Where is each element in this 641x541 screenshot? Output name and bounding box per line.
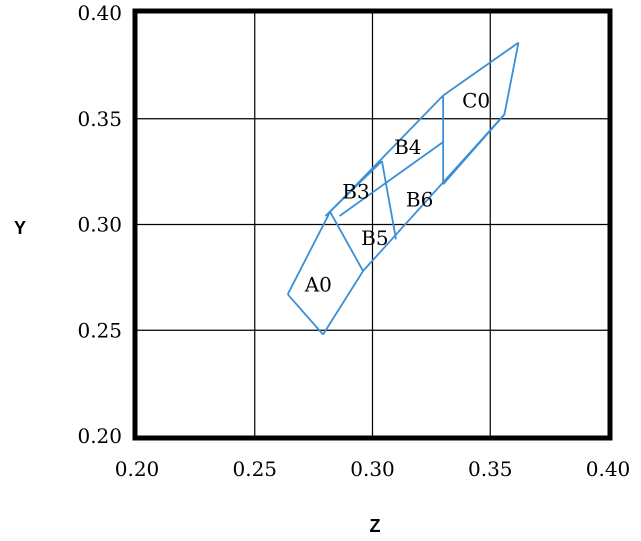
region-boundary-5 [322, 270, 364, 335]
region-boundary-9 [381, 160, 397, 240]
region-boundary-3 [503, 42, 520, 115]
region-label-a0: A0 [304, 272, 332, 296]
region-boundary-7 [329, 211, 364, 272]
y-tick-label-3: 0.35 [77, 107, 122, 131]
region-boundary-11 [442, 113, 506, 185]
y-tick-label-2: 0.30 [77, 213, 122, 237]
region-boundary-12 [324, 160, 383, 217]
x-tick-label-0: 0.20 [115, 457, 160, 481]
region-boundary-0 [286, 211, 331, 295]
region-labels: A0 B5 B3 B6 B4 C0 [304, 88, 490, 296]
x-tick-label-1: 0.25 [232, 457, 277, 481]
region-outlines [286, 41, 520, 336]
region-label-c0: C0 [462, 88, 490, 112]
region-boundary-2 [442, 41, 520, 97]
x-tick-label-2: 0.30 [350, 457, 395, 481]
y-axis-title: Y [14, 218, 26, 238]
region-label-b3: B3 [342, 179, 369, 203]
x-tick-labels: 0.20 0.25 0.30 0.35 0.40 [115, 457, 631, 481]
grid-lines [137, 13, 608, 436]
region-label-b4: B4 [394, 135, 421, 159]
region-boundary-8 [339, 141, 444, 217]
region-label-b6: B6 [406, 188, 433, 212]
plot-frame [132, 8, 613, 441]
x-axis-title: Z [370, 516, 381, 536]
x-tick-label-4: 0.40 [586, 457, 631, 481]
region-boundary-6 [287, 293, 324, 336]
x-tick-label-3: 0.35 [468, 457, 513, 481]
y-tick-label-1: 0.25 [77, 318, 122, 342]
region-label-b5: B5 [361, 226, 388, 250]
y-tick-labels: 0.20 0.25 0.30 0.35 0.40 [77, 1, 122, 448]
y-tick-label-0: 0.20 [77, 424, 122, 448]
y-tick-label-4: 0.40 [77, 1, 122, 25]
